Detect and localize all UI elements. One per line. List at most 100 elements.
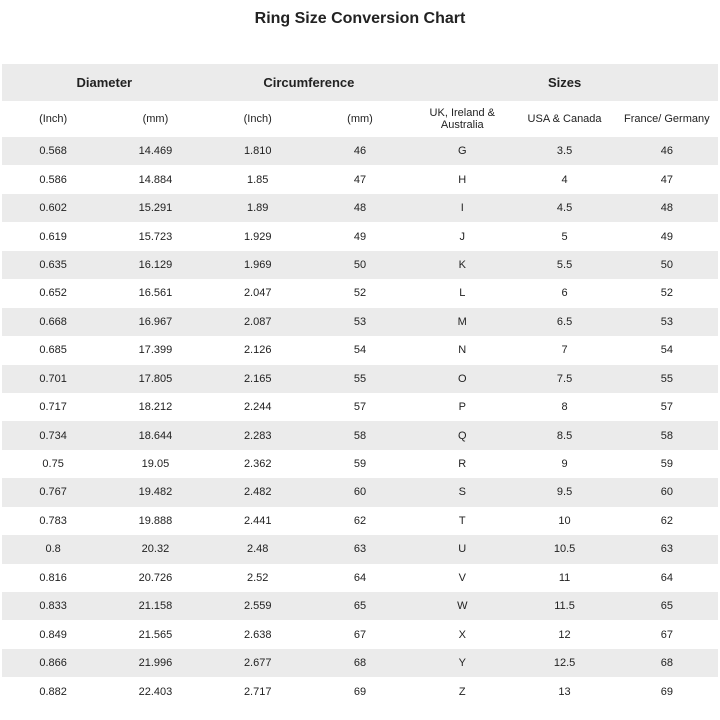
table-cell: 6 xyxy=(561,287,568,300)
table-row: 0.652 16.561 2.047 52 L 6 52 xyxy=(2,279,718,307)
table-cell: 55 xyxy=(353,372,367,385)
table-cell: 63 xyxy=(353,543,367,556)
table-row: 0.767 19.482 2.482 60 S 9.5 60 xyxy=(2,478,718,507)
table-cell: 13 xyxy=(558,685,571,698)
table-cell: 10.5 xyxy=(553,543,576,556)
table-cell: 46 xyxy=(660,145,673,158)
table-cell: 64 xyxy=(660,571,673,584)
table-cell: 50 xyxy=(660,258,673,271)
table-cell: 69 xyxy=(660,685,673,698)
table-cell: 1.810 xyxy=(243,145,272,158)
table-cell: 53 xyxy=(660,315,673,328)
table-cell: 49 xyxy=(660,230,673,243)
table-row: 0.75 19.05 2.362 59 R 9 59 xyxy=(2,450,718,478)
table-cell: 2.244 xyxy=(243,401,272,414)
table-cell: 20.32 xyxy=(141,543,170,556)
table-cell: 47 xyxy=(353,173,367,186)
table-cell: 6.5 xyxy=(556,315,573,328)
table-cell: 60 xyxy=(660,486,673,499)
table-cell: 4.5 xyxy=(556,202,573,215)
table-cell: 1.969 xyxy=(243,258,272,271)
table-cell: L xyxy=(459,287,466,300)
table-cell: 17.805 xyxy=(138,372,173,385)
table-cell: 20.726 xyxy=(138,571,173,584)
table-cell: 19.888 xyxy=(138,514,173,527)
table-cell: M xyxy=(457,315,467,328)
table-cell: 8.5 xyxy=(556,429,573,442)
table-cell: 1.85 xyxy=(246,173,269,186)
table-cell: 18.644 xyxy=(138,429,173,442)
table-cell: 0.767 xyxy=(39,486,67,499)
table-cell: 5.5 xyxy=(556,258,573,271)
table-cell: 0.602 xyxy=(39,202,67,215)
table-cell: 2.283 xyxy=(243,429,272,442)
table-row: 0.619 15.723 1.929 49 J 5 49 xyxy=(2,222,718,250)
column-header: (mm) xyxy=(142,113,169,125)
column-header: UK, Ireland & Australia xyxy=(429,107,495,131)
table-cell: 9 xyxy=(561,458,568,471)
table-cell: Q xyxy=(457,429,467,442)
table-cell: 21.996 xyxy=(138,657,173,670)
table-cell: 0.783 xyxy=(39,514,67,527)
table-cell: 59 xyxy=(353,458,367,471)
table-cell: J xyxy=(459,230,466,243)
table-cell: 11 xyxy=(558,571,571,584)
table-cell: 68 xyxy=(353,657,367,670)
table-cell: 7 xyxy=(561,344,568,357)
table-cell: 17.399 xyxy=(138,344,173,357)
table-cell: 1.89 xyxy=(246,202,269,215)
table-cell: 3.5 xyxy=(556,145,573,158)
table-cell: 54 xyxy=(660,344,673,357)
table-cell: 1.929 xyxy=(243,230,272,243)
table-cell: 15.723 xyxy=(138,230,173,243)
table-cell: N xyxy=(458,344,467,357)
table-cell: 4 xyxy=(561,173,568,186)
table-cell: 2.087 xyxy=(243,315,272,328)
table-cell: Y xyxy=(458,657,466,670)
table-cell: 0.652 xyxy=(39,287,67,300)
table-cell: 19.482 xyxy=(138,486,173,499)
table-cell: 18.212 xyxy=(138,401,173,414)
table-cell: 0.882 xyxy=(39,685,67,698)
table-row: 0.586 14.884 1.85 47 H 4 47 xyxy=(2,165,718,193)
table-cell: 5 xyxy=(561,230,568,243)
table-cell: G xyxy=(457,145,467,158)
table-row: 0.701 17.805 2.165 55 O 7.5 55 xyxy=(2,364,718,393)
table-cell: 64 xyxy=(353,571,367,584)
table-cell: 0.866 xyxy=(39,657,67,670)
table-cell: 67 xyxy=(353,628,367,641)
table-cell: 2.047 xyxy=(243,287,272,300)
table-cell: 2.559 xyxy=(243,600,272,613)
table-cell: 2.48 xyxy=(246,543,269,556)
table-row: 0.866 21.996 2.677 68 Y 12.5 68 xyxy=(2,648,718,678)
table-cell: 60 xyxy=(353,486,367,499)
table-cell: 11.5 xyxy=(554,600,575,613)
table-cell: 53 xyxy=(353,315,367,328)
table-cell: 49 xyxy=(353,230,367,243)
table-cell: 55 xyxy=(660,372,673,385)
table-cell: 9.5 xyxy=(556,486,573,499)
table-cell: 12.5 xyxy=(553,657,576,670)
table-cell: X xyxy=(458,628,466,641)
group-header-sizes: Sizes xyxy=(547,75,582,90)
table-cell: 10 xyxy=(558,514,571,527)
table-cell: 58 xyxy=(353,429,367,442)
table-cell: O xyxy=(457,372,467,385)
table-cell: 57 xyxy=(353,401,367,414)
table-cell: 14.469 xyxy=(138,145,173,158)
table-cell: 0.619 xyxy=(39,230,67,243)
table-cell: 15.291 xyxy=(138,202,173,215)
table-row: 0.568 14.469 1.810 46 G 3.5 46 xyxy=(2,137,718,166)
table-row: 0.602 15.291 1.89 48 I 4.5 48 xyxy=(2,193,718,223)
table-cell: K xyxy=(458,258,466,271)
group-header-circumference: Circumference xyxy=(263,75,355,90)
table-cell: 54 xyxy=(353,344,367,357)
column-header: (mm) xyxy=(347,113,373,125)
table-cell: 68 xyxy=(660,657,673,670)
table-cell: P xyxy=(458,401,466,414)
table-cell: 50 xyxy=(353,258,367,271)
table-cell: 0.717 xyxy=(39,401,67,414)
table-cell: 57 xyxy=(660,401,673,414)
group-header-row: Diameter Circumference Sizes xyxy=(2,64,718,101)
table-cell: 19.05 xyxy=(141,458,170,471)
